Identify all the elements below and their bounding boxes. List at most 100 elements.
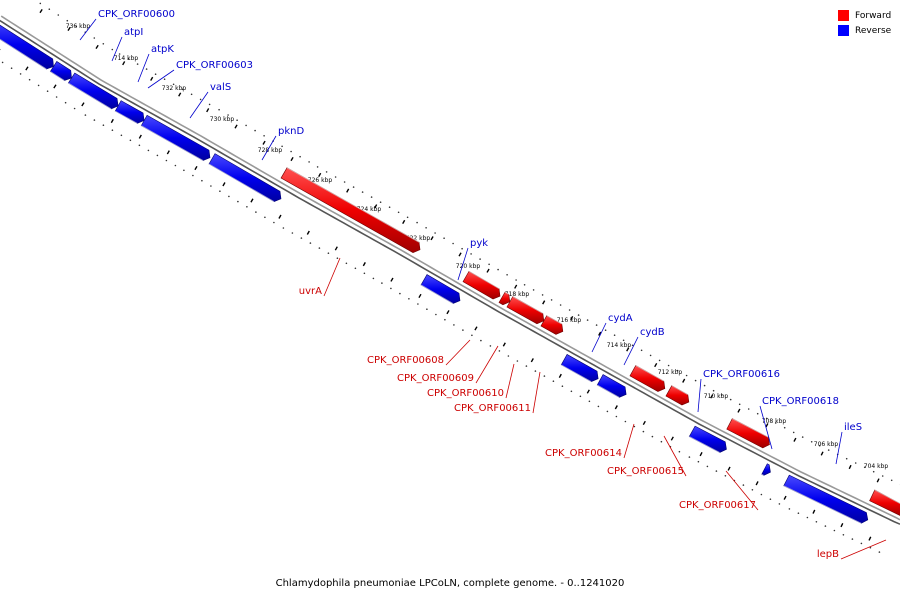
gene-label-cpk-orf00608: CPK_ORF00608 [367,355,444,366]
scale-dot [480,339,482,342]
scale-dot [765,417,768,420]
gene-label-pyk: pyk [470,238,488,249]
kbp-label: 720 kbp [456,263,481,270]
scale-dot [801,436,804,438]
scale-dot [588,400,591,403]
scale-tick [278,214,282,219]
gene-leader-cpk-orf00615 [663,435,687,477]
map-caption: Chlamydophila pneumoniae LPCoLN, complet… [275,578,625,589]
gene-highlight [560,364,592,383]
scale-tick [737,408,741,413]
scale-dot [854,462,857,464]
scale-dot [724,475,727,477]
scale-dot [345,262,348,265]
gene-highlight [208,163,275,203]
scale-dot [845,457,848,460]
scale-dot [290,150,292,153]
scale-dot [678,450,681,453]
scale-dot [102,43,105,45]
scale-dot [219,190,221,192]
scale-dot [434,232,436,234]
scale-dot [760,493,763,496]
scale-dot [111,48,114,51]
scale-dot [263,135,265,137]
scale-tick [222,182,226,187]
scale-dot [399,292,401,295]
scale-dot [66,19,69,22]
scale-dot [181,88,184,91]
scale-dot [192,174,194,177]
scale-tick [727,466,731,471]
gene-uvra [280,167,421,253]
scale-dot [199,98,202,101]
kbp-label: 718 kbp [505,291,530,298]
scale-dot [425,227,427,229]
gene-label-cyda: cydA [608,313,633,324]
backbone [0,15,900,525]
gene-highlight [688,436,720,453]
scale-dot [147,149,150,152]
scale-dot [488,263,490,266]
scale-dot [774,422,777,424]
scale-dot [443,237,445,239]
scale-dot [778,503,781,505]
scale-tick [793,437,797,442]
scale-dot [255,211,257,213]
scale-dot [397,211,400,214]
scale-dot [325,171,328,173]
scale-dot [742,484,745,486]
scale-dot [138,144,141,147]
scale-dot [715,470,718,472]
scale-dot [154,73,157,75]
gene-leader-atpi [111,36,123,62]
scale-dot [236,119,238,121]
gene-cydb [596,374,627,398]
scale-tick [334,246,338,251]
scale-tick [868,536,872,541]
scale-tick [150,76,154,81]
scale-tick [502,342,506,347]
gene-highlight [546,315,563,325]
scale-dot [120,134,123,137]
scale-tick [206,108,210,113]
scale-dot [577,314,580,316]
scale-dot [426,308,428,311]
scale-tick [306,230,310,235]
scale-dot [863,466,866,469]
legend-label-reverse: Reverse [855,25,892,36]
scale-dot [299,155,301,158]
scale-dot [246,206,248,208]
scale-dot [461,247,463,250]
scale-tick [486,268,490,273]
scale-tick [138,134,142,139]
gene-label-lepb: lepB [817,549,839,560]
kbp-label: 716 kbp [557,317,582,324]
scale-dot [515,279,517,281]
kbp-label: 726 kbp [308,177,333,184]
legend-item-forward: Forward [838,8,891,23]
scale-dot [872,470,875,473]
scale-dot [352,186,355,188]
scale-tick [474,326,478,331]
gene-highlight [286,167,420,243]
scale-dot [254,129,256,132]
backbone-line-inner [0,15,900,521]
legend-label-forward: Forward [855,10,892,21]
scale-dot [343,181,346,183]
scale-dot [570,390,573,393]
gene-leader-cpk-orf00616 [697,378,702,413]
gene-highlight [732,418,769,438]
gene-label-cpk-orf00603: CPK_ORF00603 [176,60,253,71]
gene-highlight [635,364,665,382]
scale-tick [530,358,534,363]
scale-dot [273,221,275,224]
scale-dot [145,68,148,70]
scale-dot [783,426,786,429]
scale-dot [568,309,571,311]
scale-dot [93,119,96,121]
gene-label-atpi: atpI [124,27,143,38]
scale-dot [1,61,4,64]
gene-label-cpk-orf00600: CPK_ORF00600 [98,9,175,20]
scale-dot [720,394,723,396]
